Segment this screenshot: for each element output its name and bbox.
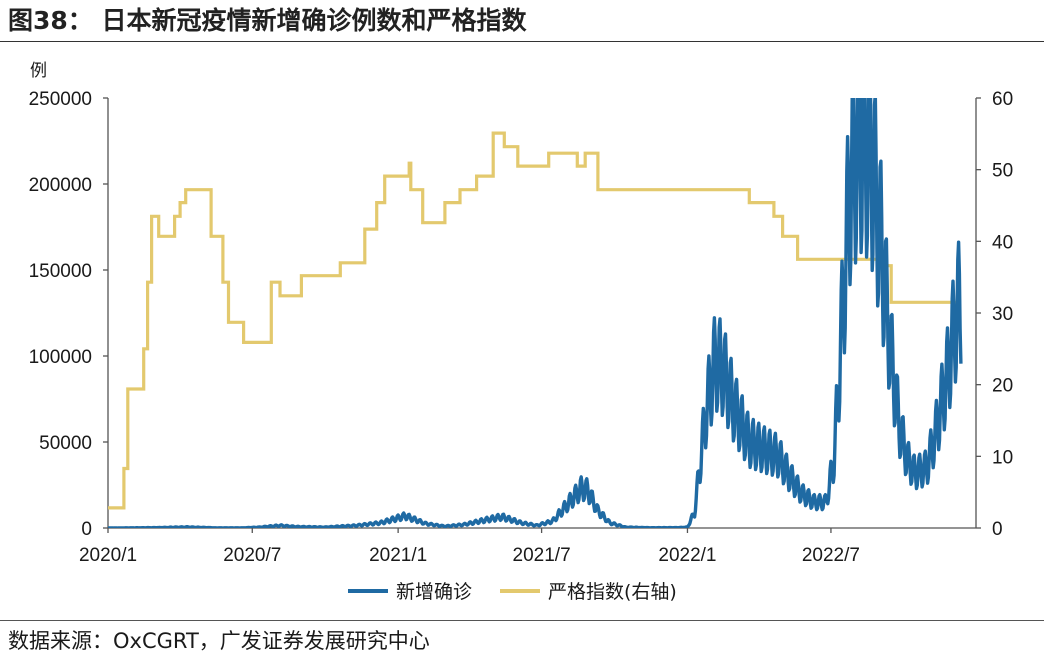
left-tick-label: 50000 [39,433,92,454]
right-tick-label: 60 [992,89,1013,110]
chart-title: 图38： 日本新冠疫情新增确诊例数和严格指数 [8,6,527,35]
x-tick-label: 2020/1 [79,545,137,566]
axes-layer: 例 250000 200000 150000 100000 50000 0 60 50 40 30 2… [29,61,1014,566]
left-tick-label: 150000 [29,261,92,282]
right-tick-label: 20 [992,376,1013,397]
x-tick-label: 2021/1 [369,545,427,566]
x-tick-label: 2021/7 [513,545,571,566]
x-tick-label: 2022/7 [802,545,860,566]
left-tick-label: 100000 [29,347,92,368]
x-tick-label: 2020/7 [223,545,281,566]
left-tick-label: 200000 [29,175,92,196]
unit-label: 例 [30,61,47,81]
left-tick-label: 0 [81,519,92,540]
series-stringency-index-line [108,131,961,510]
series-new-cases-line [108,98,963,528]
right-tick-label: 0 [992,519,1003,540]
right-tick-label: 50 [992,161,1013,182]
legend: 新增确诊 严格指数(右轴) [348,581,677,603]
series-layer [108,98,963,528]
legend-label-new-cases: 新增确诊 [396,581,472,603]
chart: 例 250000 200000 150000 100000 50000 0 60 50 40 30 2… [29,61,1014,603]
right-tick-label: 40 [992,232,1013,253]
right-tick-label: 10 [992,447,1013,468]
footer-divider [0,620,1044,621]
right-tick-label: 30 [992,304,1013,325]
source-note: 数据来源：OxCGRT，广发证券发展研究中心 [8,629,430,653]
legend-label-stringency: 严格指数(右轴) [548,581,677,603]
left-tick-label: 250000 [29,89,92,110]
x-tick-label: 2022/1 [658,545,716,566]
title-divider [0,41,1044,42]
